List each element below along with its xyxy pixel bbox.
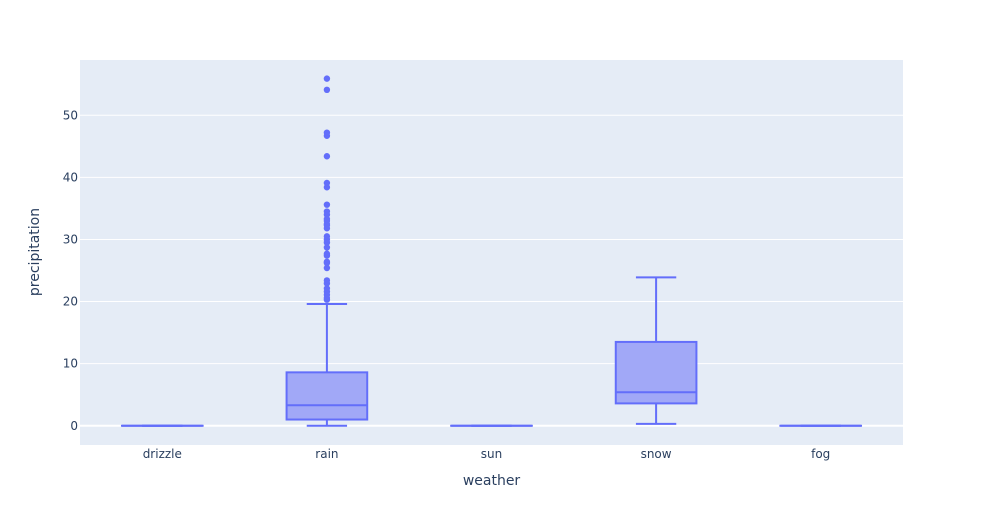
- x-tick-label: rain: [315, 447, 338, 461]
- y-tick-label: 30: [63, 232, 78, 246]
- x-axis-title: weather: [463, 473, 521, 489]
- outlier-point: [323, 201, 331, 208]
- outlier-point: [323, 264, 331, 272]
- outlier-point: [323, 75, 331, 82]
- box-snow: [614, 276, 698, 425]
- box-rain: [285, 75, 369, 427]
- box-body: [285, 371, 369, 421]
- outlier-point: [323, 179, 331, 187]
- outlier-point: [323, 208, 331, 215]
- boxes: [120, 75, 863, 427]
- outlier-point: [323, 129, 331, 136]
- y-tick-label: 50: [63, 108, 78, 122]
- y-axis-title: precipitation: [27, 208, 43, 296]
- y-tick-label: 0: [70, 419, 78, 433]
- y-tick-label: 20: [63, 295, 78, 309]
- outlier-point: [323, 244, 331, 251]
- y-tick-label: 10: [63, 357, 78, 371]
- x-tick-label: snow: [641, 447, 672, 461]
- outlier-point: [323, 233, 331, 240]
- outlier-point: [323, 258, 331, 266]
- x-axis-ticks: drizzle rain sun snow fog: [143, 447, 831, 461]
- outlier-point: [323, 285, 331, 292]
- x-tick-label: fog: [811, 447, 830, 461]
- box-body: [614, 340, 698, 405]
- outlier-point: [323, 250, 331, 257]
- outlier-point: [323, 277, 331, 284]
- outlier-point: [323, 86, 331, 94]
- plot-background: [80, 60, 903, 445]
- x-tick-label: drizzle: [143, 447, 182, 461]
- x-tick-label: sun: [481, 447, 502, 461]
- outlier-point: [323, 153, 331, 160]
- y-axis-ticks: 0 10 20 30 40 50: [63, 108, 78, 432]
- y-tick-label: 40: [63, 170, 78, 184]
